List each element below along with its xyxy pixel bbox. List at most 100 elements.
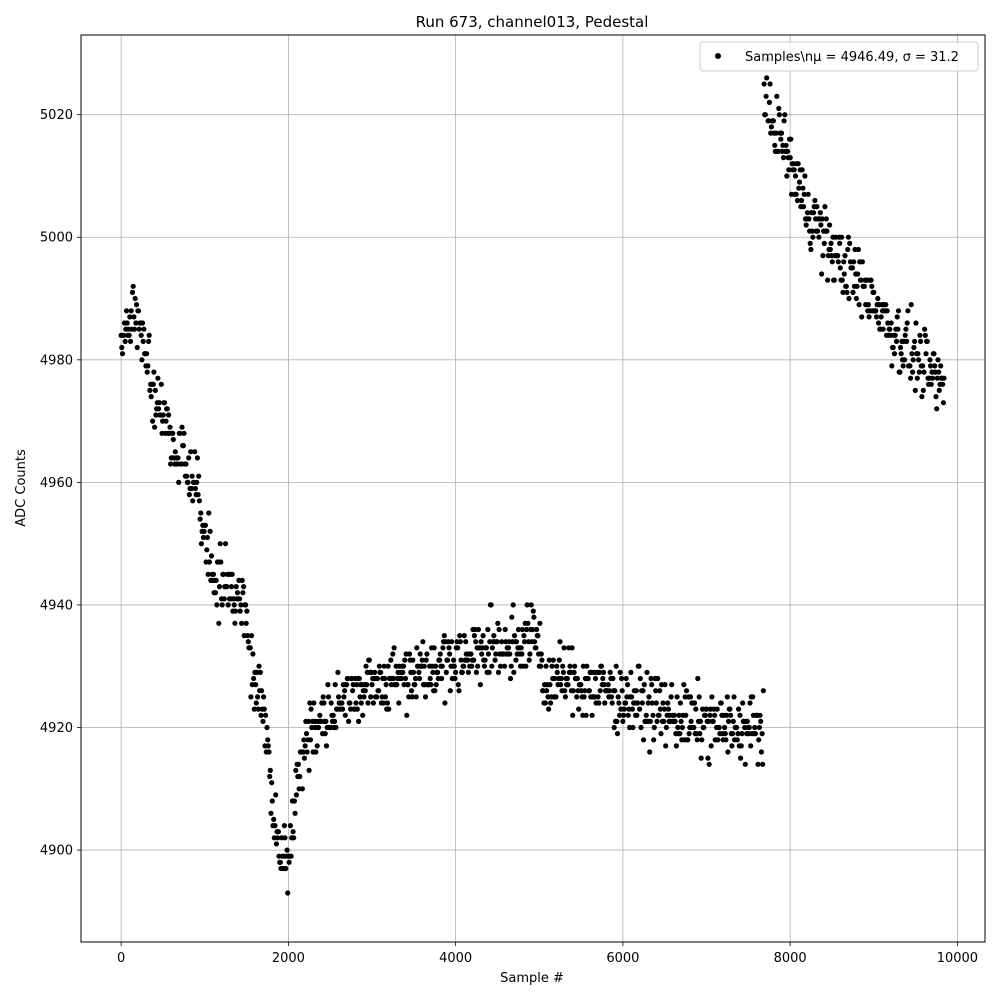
sample-point bbox=[260, 718, 266, 725]
sample-point bbox=[258, 712, 264, 718]
sample-point bbox=[658, 731, 664, 737]
sample-point bbox=[734, 724, 740, 731]
sample-point bbox=[437, 651, 443, 657]
sample-point bbox=[374, 694, 380, 700]
sample-point bbox=[225, 602, 231, 608]
sample-point bbox=[186, 492, 192, 498]
sample-point bbox=[560, 669, 567, 676]
sample-point bbox=[800, 185, 806, 191]
sample-point bbox=[127, 314, 133, 320]
sample-point bbox=[665, 706, 672, 712]
sample-point bbox=[895, 308, 902, 314]
sample-point bbox=[598, 663, 605, 669]
sample-point bbox=[398, 675, 405, 682]
sample-point bbox=[840, 289, 846, 295]
sample-point bbox=[431, 645, 437, 651]
sample-point bbox=[456, 688, 462, 694]
sample-point bbox=[609, 700, 615, 706]
sample-point bbox=[266, 749, 272, 755]
sample-point bbox=[423, 657, 429, 663]
sample-point bbox=[216, 620, 222, 626]
sample-point bbox=[447, 651, 453, 657]
sample-point bbox=[884, 308, 890, 314]
y-axis-label: ADC Counts bbox=[14, 449, 29, 527]
sample-point bbox=[511, 669, 517, 676]
sample-point bbox=[148, 394, 154, 400]
sample-point bbox=[616, 700, 622, 706]
sample-point bbox=[578, 682, 584, 688]
sample-point bbox=[396, 700, 402, 706]
sample-point bbox=[155, 375, 161, 381]
sample-point bbox=[495, 669, 502, 676]
sample-point bbox=[441, 633, 447, 639]
y-tick-label: 5020 bbox=[40, 108, 73, 123]
sample-point bbox=[651, 724, 657, 731]
sample-point bbox=[820, 253, 826, 259]
sample-point bbox=[323, 718, 329, 725]
sample-point bbox=[263, 712, 269, 718]
sample-point bbox=[581, 694, 587, 700]
sample-point bbox=[244, 608, 250, 614]
sample-point bbox=[144, 369, 150, 375]
sample-point bbox=[302, 743, 308, 749]
sample-point bbox=[567, 663, 573, 669]
sample-point bbox=[368, 694, 374, 700]
sample-point bbox=[706, 761, 712, 767]
sample-point bbox=[305, 718, 312, 725]
sample-point bbox=[369, 682, 375, 688]
sample-point bbox=[756, 737, 762, 743]
sample-point bbox=[611, 724, 617, 731]
sample-point bbox=[248, 694, 254, 700]
sample-point bbox=[914, 375, 920, 381]
sample-point bbox=[922, 332, 928, 338]
sample-point bbox=[707, 712, 713, 718]
sample-point bbox=[936, 387, 942, 393]
sample-point bbox=[691, 700, 698, 706]
sample-point bbox=[301, 755, 307, 761]
sample-point bbox=[275, 829, 281, 835]
sample-point bbox=[674, 694, 680, 700]
sample-point bbox=[152, 424, 158, 430]
sample-point bbox=[920, 363, 926, 369]
sample-point bbox=[780, 155, 787, 161]
sample-point bbox=[758, 718, 764, 725]
sample-point bbox=[888, 320, 894, 326]
sample-point bbox=[554, 669, 560, 676]
sample-point bbox=[210, 571, 217, 577]
sample-point bbox=[127, 338, 134, 344]
sample-point bbox=[519, 651, 525, 657]
sample-point bbox=[121, 332, 127, 338]
sample-point bbox=[601, 682, 607, 688]
sample-point bbox=[488, 602, 494, 608]
sample-point bbox=[471, 633, 477, 639]
sample-point bbox=[204, 547, 210, 553]
sample-point bbox=[552, 675, 558, 682]
sample-point bbox=[898, 351, 904, 357]
sample-point bbox=[562, 688, 568, 694]
sample-point bbox=[708, 743, 714, 749]
sample-point bbox=[693, 706, 699, 712]
sample-point bbox=[170, 430, 176, 436]
sample-point bbox=[170, 436, 176, 443]
sample-point bbox=[386, 706, 392, 712]
sample-point bbox=[661, 706, 668, 712]
sample-point bbox=[696, 694, 702, 700]
sample-point bbox=[814, 204, 820, 210]
sample-point bbox=[485, 626, 491, 633]
sample-point bbox=[916, 369, 922, 375]
sample-point bbox=[259, 688, 265, 694]
sample-point bbox=[905, 308, 911, 314]
sample-point bbox=[307, 737, 314, 743]
sample-point bbox=[524, 602, 530, 608]
sample-point bbox=[774, 93, 780, 99]
sample-point bbox=[912, 338, 918, 344]
sample-point bbox=[239, 620, 245, 626]
sample-point bbox=[757, 712, 763, 718]
sample-point bbox=[370, 700, 376, 706]
sample-point bbox=[849, 265, 856, 271]
sample-point bbox=[181, 430, 187, 436]
sample-point bbox=[649, 700, 655, 706]
sample-point bbox=[486, 669, 492, 676]
sample-point bbox=[572, 663, 578, 669]
sample-point bbox=[391, 645, 397, 651]
